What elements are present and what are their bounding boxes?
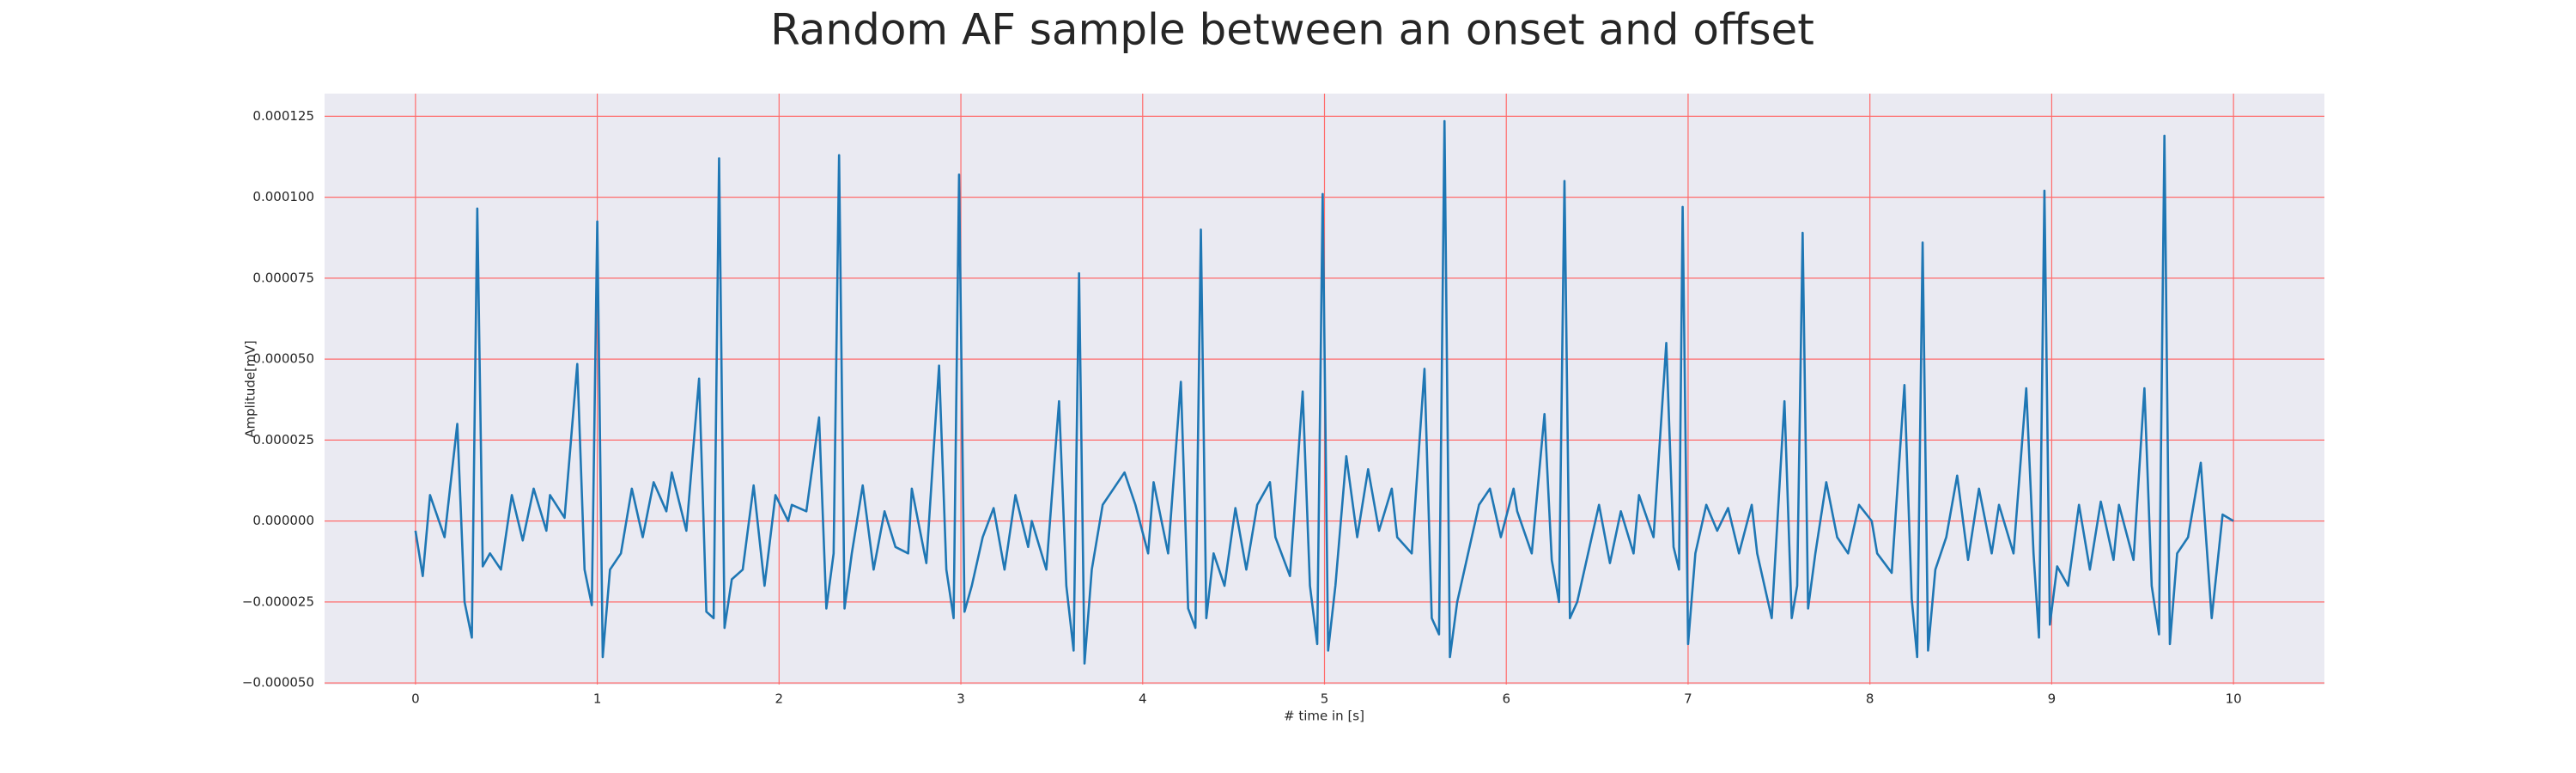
y-tick-label: 0.000000 [252,513,314,528]
y-tick-label: 0.000125 [252,108,314,124]
y-tick-label: 0.000050 [252,351,314,367]
x-tick-label: 3 [957,691,965,707]
x-tick-label: 2 [775,691,784,707]
x-tick-label: 8 [1866,691,1874,707]
y-tick-label: 0.000100 [252,189,314,204]
data-line [414,119,2234,665]
plot-area [325,94,2324,685]
x-tick-label: 4 [1139,691,1147,707]
x-tick-label: 1 [593,691,602,707]
x-tick-label: 0 [411,691,420,707]
y-axis-label: Amplitude[mV] [243,340,258,437]
x-tick-label: 10 [2226,691,2242,707]
y-tick-label: −0.000025 [242,593,314,609]
x-axis-label: # time in [s] [1284,709,1364,724]
x-tick-label: 5 [1321,691,1329,707]
y-tick-label: −0.000050 [242,675,314,691]
x-tick-label: 9 [2048,691,2057,707]
x-tick-label: 6 [1502,691,1510,707]
y-tick-label: 0.000025 [252,432,314,447]
chart-title: Random AF sample between an onset and of… [770,5,1814,55]
y-tick-label: 0.000075 [252,270,314,285]
x-tick-label: 7 [1684,691,1692,707]
